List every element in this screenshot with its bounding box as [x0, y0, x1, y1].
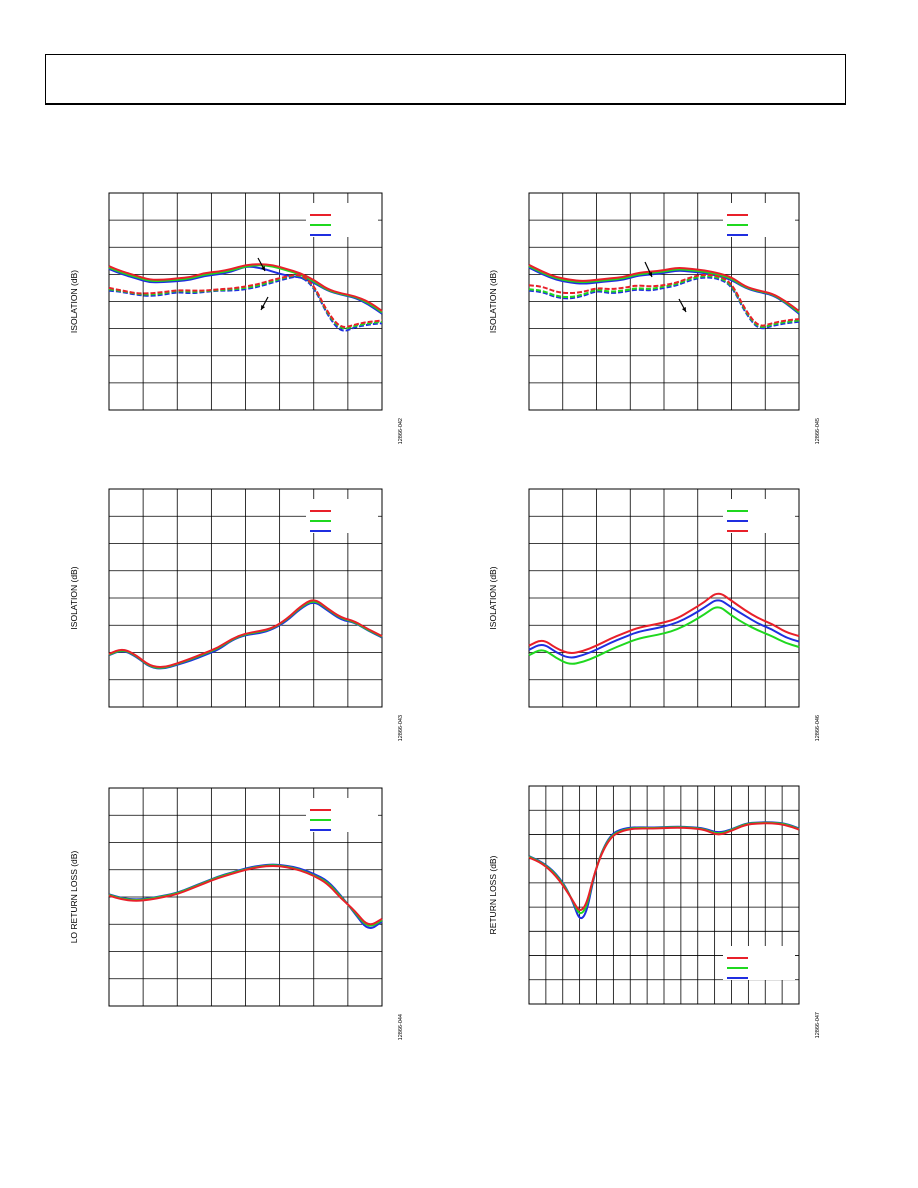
- figure-id: 12866-043: [398, 715, 404, 741]
- series-line-3: [528, 822, 800, 911]
- chart-6: RETURN LOSS (dB) 12866-047: [488, 785, 821, 1038]
- series-line-1: [528, 606, 800, 665]
- series-line-4: [108, 275, 383, 332]
- series-line-3: [528, 592, 800, 654]
- figure-id: 12866-046: [815, 715, 821, 741]
- series-line-3: [108, 865, 383, 926]
- y-axis-label: ISOLATION (dB): [488, 566, 498, 629]
- annotation-arrowhead: [260, 266, 265, 271]
- series-line-3: [528, 264, 800, 312]
- annotation-arrowhead: [261, 305, 266, 310]
- legend-box: [306, 798, 378, 832]
- chart-4: ISOLATION (dB) 12866-046: [488, 488, 821, 741]
- series-line-3: [108, 599, 383, 668]
- series-line-5: [528, 275, 800, 328]
- series-line-2: [528, 599, 800, 659]
- y-axis-label: ISOLATION (dB): [69, 270, 79, 333]
- series-line-4: [528, 276, 800, 330]
- y-axis-label: LO RETURN LOSS (dB): [69, 851, 79, 944]
- series-line-3: [108, 263, 383, 312]
- chart-3: ISOLATION (dB) 12866-043: [69, 488, 404, 741]
- series-line-6: [108, 273, 383, 328]
- figure-id: 12866-045: [815, 418, 821, 444]
- figure-id: 12866-044: [398, 1014, 404, 1040]
- y-axis-label: RETURN LOSS (dB): [488, 855, 498, 934]
- legend-box: [306, 499, 378, 533]
- legend-box: [306, 203, 378, 237]
- annotation-arrowhead: [681, 307, 686, 312]
- legend-box: [723, 203, 795, 237]
- chart-1: ISOLATION (dB) 12866-042: [69, 192, 404, 444]
- legend-box: [723, 499, 795, 533]
- chart-5: LO RETURN LOSS (dB) 12866-044: [69, 787, 404, 1040]
- series-line-6: [528, 273, 800, 327]
- figure-id: 12866-042: [398, 418, 404, 444]
- y-axis-label: ISOLATION (dB): [488, 270, 498, 333]
- legend-box: [723, 946, 795, 980]
- header-box: [45, 54, 846, 105]
- y-axis-label: ISOLATION (dB): [69, 566, 79, 629]
- chart-2: ISOLATION (dB) 12866-045: [488, 192, 821, 444]
- figure-id: 12866-047: [815, 1012, 821, 1038]
- annotation-arrowhead: [648, 272, 653, 277]
